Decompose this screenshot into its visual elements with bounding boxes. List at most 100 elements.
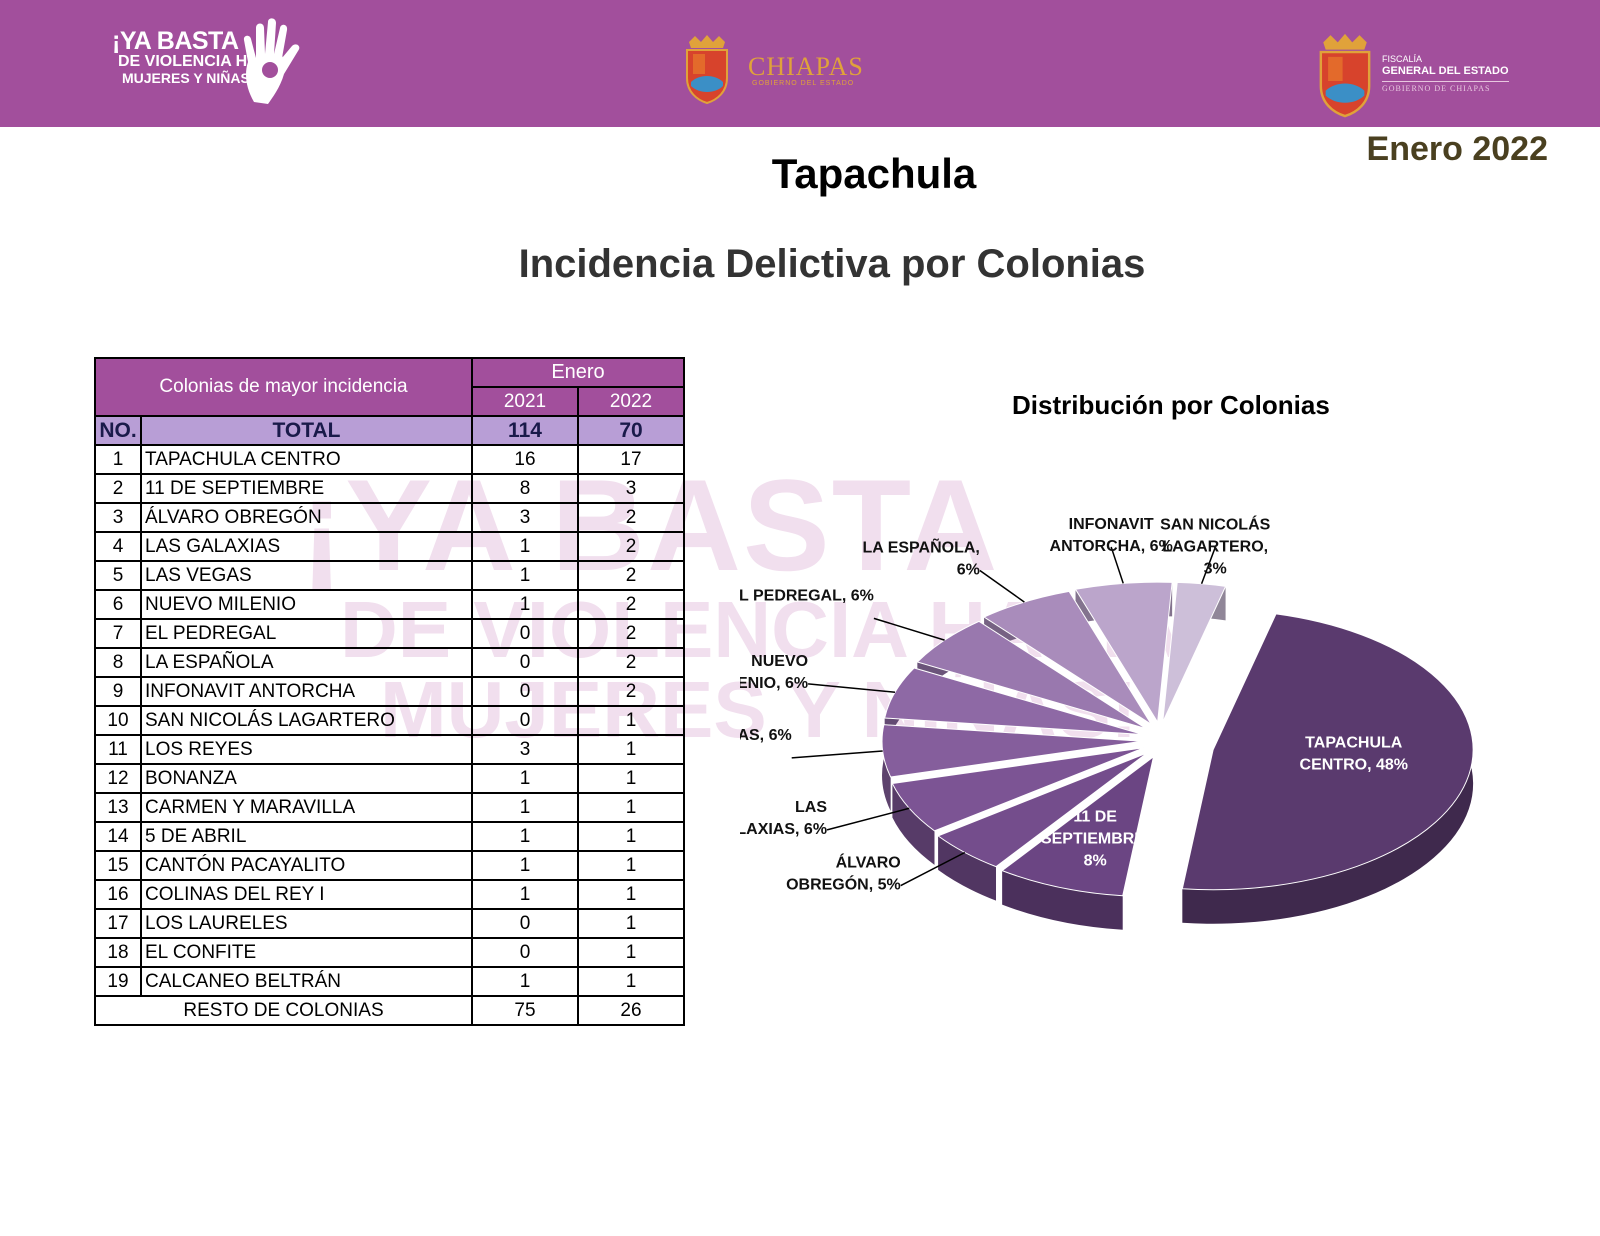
value-2022: 1 [577,850,685,881]
campaign-logo: ¡YA BASTA DE VIOLENCIA HACIA MUJERES Y N… [112,18,300,104]
pie-slice-side [1002,870,1123,930]
slice-label: TAPACHULA CENTRO, 48% [1300,735,1408,774]
colonia-name: CANTÓN PACAYALITO [140,850,473,881]
row-number: 13 [94,792,142,823]
slice-label-line: SAN NICOLÁS [1160,514,1271,533]
colonia-name: EL PEDREGAL [140,618,473,649]
table-row: 18 EL CONFITE 0 1 [94,937,685,968]
table-row: 9 INFONAVIT ANTORCHA 0 2 [94,676,685,707]
slice-label-line: MILENIO, 6% [740,675,808,692]
slice-label: EL PEDREGAL, 6% [740,587,874,604]
colonia-name: BONANZA [140,763,473,794]
value-2022: 2 [577,531,685,562]
pie-slice-side [1182,613,1474,924]
no-header: NO. [94,415,142,446]
colonia-name: LOS LAURELES [140,908,473,939]
chiapas-logo-subtext: GOBIERNO DEL ESTADO [752,80,855,87]
row-number: 6 [94,589,142,620]
slice-label: 11 DE SEPTIEMBRE, 8% [1041,809,1149,870]
colonia-name: COLINAS DEL REY I [140,879,473,910]
header-banner: ¡YA BASTA DE VIOLENCIA HACIA MUJERES Y N… [0,0,1600,127]
colonia-name: TAPACHULA CENTRO [140,444,473,475]
row-number: 12 [94,763,142,794]
value-2022: 2 [577,676,685,707]
pie-slice [1181,613,1474,891]
rest-label: RESTO DE COLONIAS [94,995,473,1026]
leader-line [900,851,966,887]
pie-slice [891,747,1144,832]
value-2021: 1 [471,821,579,852]
slice-label-line: GALAXIAS, 6% [740,821,827,838]
value-2021: 1 [471,763,579,794]
campaign-logo-line3: MUJERES Y NIÑAS! [122,70,255,87]
value-2021: 0 [471,705,579,736]
leader-line [979,569,1025,603]
pie-slice [881,724,1143,778]
month-header: Enero [471,357,685,388]
value-2022: 17 [577,444,685,475]
row-number: 19 [94,966,142,997]
fiscalia-logo-line2: GENERAL DEL ESTADO [1382,65,1509,78]
value-2021: 0 [471,676,579,707]
slice-label-line: TAPACHULA [1305,735,1403,752]
year-2022-header: 2022 [577,386,685,417]
table-row: 7 EL PEDREGAL 0 2 [94,618,685,649]
pie-slice [937,752,1148,868]
slice-label-line: ÁLVARO [836,853,901,872]
slice-label-line: OBREGÓN, 5% [786,875,901,894]
slice-label-line: SEPTIEMBRE, [1041,831,1149,848]
slice-label-line: NUEVO [751,653,808,670]
colonia-name: 11 DE SEPTIEMBRE [140,473,473,504]
leader-line [1200,547,1216,585]
value-2022: 2 [577,560,685,591]
row-number: 8 [94,647,142,678]
slice-label-line: LAGARTERO, [1162,538,1268,555]
value-2021: 1 [471,792,579,823]
table-row: 4 LAS GALAXIAS 1 2 [94,531,685,562]
value-2022: 2 [577,618,685,649]
leader-line [808,683,896,693]
colonia-name: LOS REYES [140,734,473,765]
colonia-name: LA ESPAÑOLA [140,647,473,678]
table-row: 17 LOS LAURELES 0 1 [94,908,685,939]
campaign-logo-line2: DE VIOLENCIA HACIA [118,53,287,71]
slice-label: ÁLVARO OBREGÓN, 5% [786,853,901,894]
value-2021: 0 [471,618,579,649]
colonias-column-header: Colonias de mayor incidencia [94,357,473,417]
table-row: 19 CALCANEO BELTRÁN 1 1 [94,966,685,997]
row-number: 3 [94,502,142,533]
chart-title: Distribución por Colonias [1012,390,1330,420]
pie-slice [1162,581,1227,723]
table-row: 5 LAS VEGAS 1 2 [94,560,685,591]
row-number: 15 [94,850,142,881]
pie-slice-side [938,835,997,901]
row-number: 2 [94,473,142,504]
value-2021: 3 [471,502,579,533]
pie-slice [884,667,1143,736]
colonia-name: INFONAVIT ANTORCHA [140,676,473,707]
colonia-name: CARMEN Y MARAVILLA [140,792,473,823]
city-title: Tapachula [771,150,977,197]
incidence-table: Colonias de mayor incidencia Enero 2021 … [94,357,685,1026]
row-number: 14 [94,821,142,852]
rest-2022: 26 [577,995,685,1026]
fiscalia-crest-icon [1319,33,1371,118]
slice-label-line: LAS [795,799,827,816]
slice-label-line: 6% [957,561,980,578]
table-row: 8 LA ESPAÑOLA 0 2 [94,647,685,678]
rest-2021: 75 [471,995,579,1026]
table-row: 15 CANTÓN PACAYALITO 1 1 [94,850,685,881]
value-2021: 16 [471,444,579,475]
chiapas-crest-icon [686,35,728,104]
slice-label-line: EL PEDREGAL, 6% [740,587,874,604]
value-2021: 1 [471,966,579,997]
row-number: 5 [94,560,142,591]
row-number: 16 [94,879,142,910]
row-number: 10 [94,705,142,736]
value-2021: 1 [471,850,579,881]
slice-label-line: 8% [1084,853,1107,870]
row-number: 9 [94,676,142,707]
value-2022: 3 [577,473,685,504]
leader-line [791,750,883,759]
value-2022: 1 [577,792,685,823]
